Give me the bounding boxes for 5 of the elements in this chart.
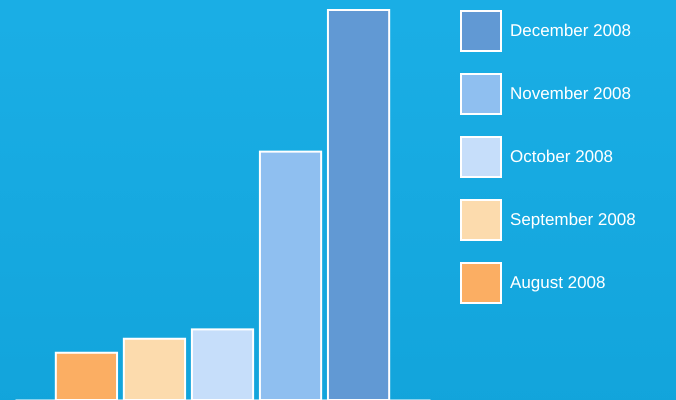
legend-label: December 2008 [510,21,631,40]
legend-label: November 2008 [510,84,631,103]
legend-label: October 2008 [510,147,614,166]
legend-label: September 2008 [510,210,636,229]
legend-label: August 2008 [510,273,606,292]
